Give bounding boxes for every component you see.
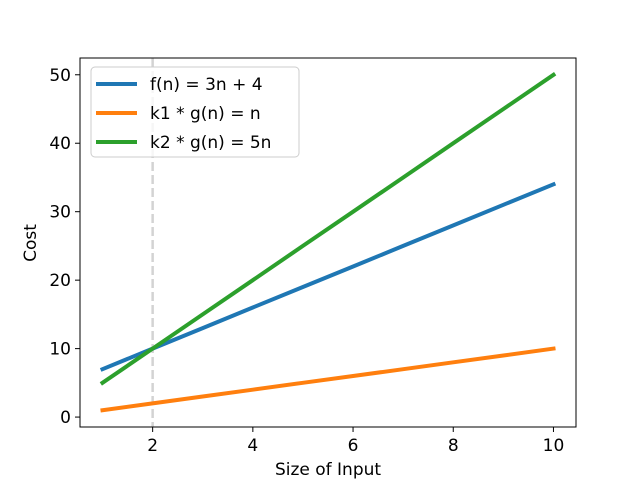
x-tick-label: 6 (348, 436, 359, 456)
legend-label-k1: k1 * g(n) = n (150, 104, 261, 124)
y-tick-label: 20 (49, 271, 71, 291)
x-tick-label: 8 (448, 436, 459, 456)
legend-label-f: f(n) = 3n + 4 (150, 75, 263, 95)
legend: f(n) = 3n + 4 k1 * g(n) = n k2 * g(n) = … (90, 66, 300, 158)
series-line-1 (100, 346, 556, 413)
axes-frame (79, 57, 577, 428)
y-tick-label: 0 (60, 408, 71, 428)
legend-box (90, 66, 300, 158)
legend-label-k2: k2 * g(n) = 5n (150, 133, 271, 153)
plot-area (99, 58, 557, 427)
x-tick-label: 10 (543, 436, 565, 456)
x-tick-label: 4 (247, 436, 258, 456)
x-axis-label: Size of Input (275, 460, 381, 480)
x-tick-label: 2 (147, 436, 158, 456)
series-line-0 (99, 181, 557, 372)
y-axis-label: Cost (21, 224, 41, 262)
x-axis: 2 4 6 8 10 (147, 427, 564, 456)
series-line-2 (99, 72, 557, 386)
y-axis: 0 10 20 30 40 50 (49, 66, 80, 428)
y-tick-label: 40 (49, 134, 71, 154)
y-tick-label: 50 (49, 66, 71, 86)
y-tick-label: 10 (49, 340, 71, 360)
y-tick-label: 30 (49, 203, 71, 223)
